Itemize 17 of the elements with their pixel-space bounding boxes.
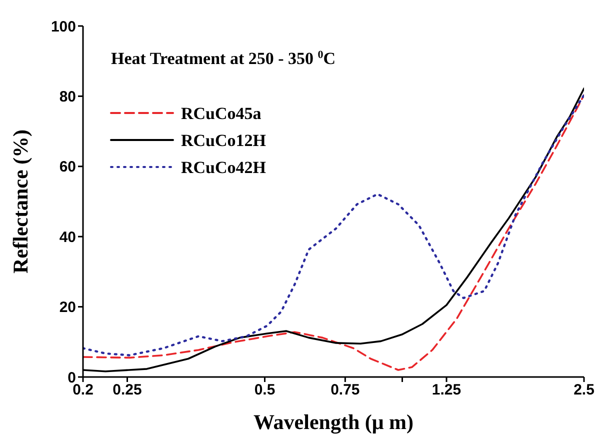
- legend-label: RCuCo45a: [181, 104, 262, 123]
- y-tick-label: 60: [59, 158, 76, 176]
- y-tick-label: 100: [50, 18, 76, 36]
- x-tick-label: 2.5: [574, 382, 594, 399]
- annotation: Heat Treatment at 250 - 350 $^{0}$C: [111, 49, 336, 68]
- x-tick-label: 0.5: [254, 382, 276, 399]
- x-tick-label: 0.75: [330, 382, 360, 399]
- y-axis-title: Reflectance (%): [8, 129, 32, 274]
- x-tick-label: 0.25: [112, 382, 142, 399]
- x-axis-title: Wavelength (μ m): [253, 410, 414, 434]
- x-tick-label: 0.2: [72, 382, 94, 399]
- y-tick-label: 40: [59, 228, 76, 246]
- y-tick-label: 20: [59, 299, 76, 316]
- y-tick-label: 80: [59, 88, 76, 106]
- x-tick-label: 1.25: [432, 382, 462, 399]
- legend-label: RCuCo42H: [181, 158, 266, 177]
- legend-label: RCuCo12H: [181, 131, 266, 150]
